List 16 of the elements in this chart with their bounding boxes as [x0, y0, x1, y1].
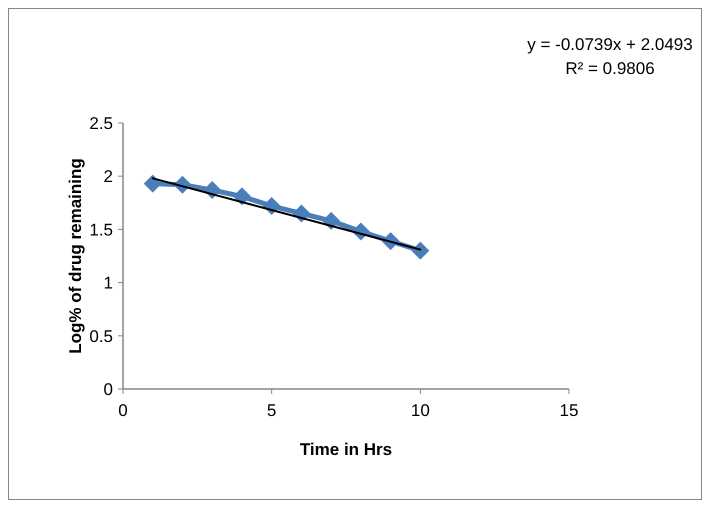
- text: R² = 0.9806: [565, 59, 655, 78]
- x-axis-title: Time in Hrs: [300, 440, 392, 459]
- y-axis-title: Log% of drug remaining: [66, 158, 85, 354]
- x-tick-label: 15: [560, 401, 578, 420]
- x-tick-label: 10: [410, 401, 430, 420]
- y-tick-label: 1.5: [89, 220, 113, 240]
- y-tick-label: 0: [104, 380, 113, 399]
- x-tick-label: 0: [118, 401, 128, 420]
- point: [411, 242, 430, 260]
- y-tick-label: 2.5: [89, 114, 113, 133]
- y-tick-label: 1: [104, 274, 113, 293]
- x-tick-label: 5: [266, 401, 276, 420]
- y-tick-label: 0.5: [89, 326, 113, 346]
- text: y = -0.0739x + 2.0493: [527, 35, 693, 54]
- y-tick-label: 2: [104, 167, 113, 186]
- point: [232, 187, 251, 206]
